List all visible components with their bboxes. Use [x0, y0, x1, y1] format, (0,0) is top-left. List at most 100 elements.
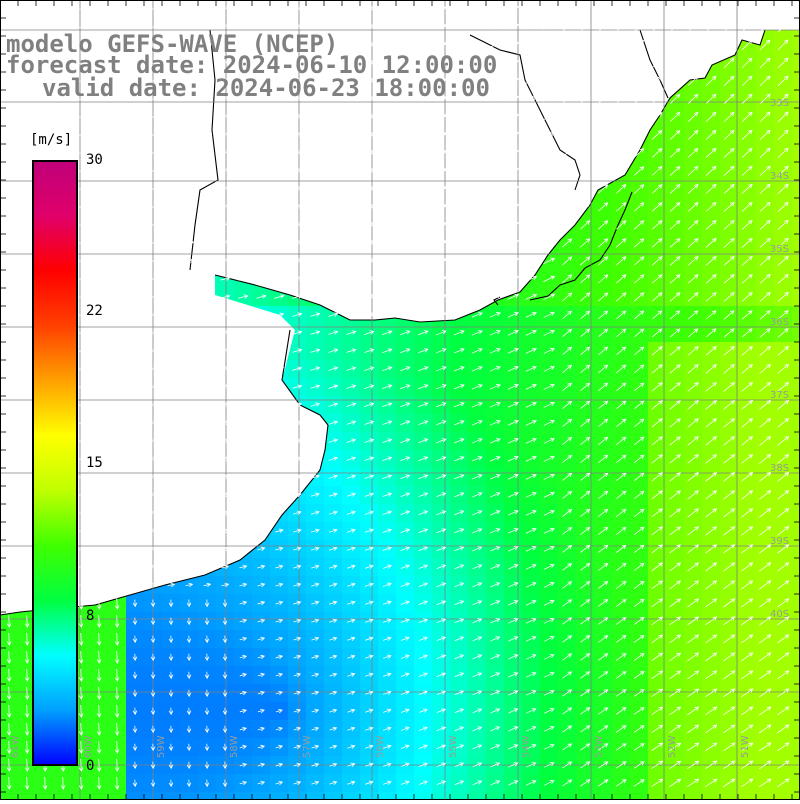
latitude-label: 39S: [770, 536, 789, 547]
wind-arrow: [723, 57, 735, 68]
wind-arrow: [399, 6, 411, 12]
wind-speed-cell: [720, 792, 739, 804]
wind-arrow: [148, 6, 159, 11]
wind-arrow: [616, 130, 627, 140]
wind-speed-cell: [792, 450, 800, 469]
wind-arrow: [94, 114, 105, 120]
wind-speed-cell: [774, 792, 793, 804]
wind-arrow: [58, 6, 68, 12]
wind-arrow: [489, 113, 502, 120]
wind-speed-cell: [792, 648, 800, 667]
wind-arrow: [435, 96, 448, 102]
wind-arrow: [327, 186, 339, 191]
wind-arrow: [327, 132, 339, 137]
wind-arrow: [723, 147, 735, 158]
wind-arrow: [399, 60, 411, 66]
wind-arrow: [220, 24, 231, 29]
wind-speed-cell: [558, 792, 577, 804]
wind-arrow: [292, 78, 303, 83]
wind-arrow: [489, 41, 502, 48]
wind-arrow: [238, 24, 249, 29]
wind-arrow: [741, 57, 753, 69]
wind-arrow: [256, 78, 267, 83]
wind-speed-cell: [738, 792, 757, 804]
wind-arrow: [435, 168, 448, 174]
wind-arrow: [202, 114, 213, 119]
wind-arrow: [381, 114, 393, 120]
wind-arrow: [40, 150, 50, 156]
wind-arrow: [381, 168, 393, 174]
wind-arrow: [309, 96, 321, 101]
latitude-label: 33S: [770, 98, 789, 109]
wind-speed-cell: [414, 792, 433, 804]
colorbar-frame: [32, 160, 78, 766]
wind-arrow: [507, 23, 520, 30]
wind-speed-cell: [792, 504, 800, 523]
wind-arrow: [22, 114, 32, 120]
wind-arrow: [777, 111, 789, 123]
wind-arrow: [5, 96, 14, 102]
wind-arrow: [651, 184, 663, 194]
wind-arrow: [22, 42, 32, 48]
wind-arrow: [166, 132, 177, 137]
colorbar-unit: [m/s]: [30, 132, 73, 148]
wind-arrow: [525, 113, 538, 120]
wind-arrow: [525, 131, 538, 138]
wind-arrow: [471, 59, 484, 66]
wind-arrow: [274, 168, 285, 173]
wind-arrow: [130, 132, 141, 138]
wind-arrow: [507, 149, 520, 156]
wind-arrow: [435, 6, 448, 12]
wind-arrow: [777, 21, 789, 33]
wind-arrow: [363, 114, 375, 120]
wind-arrow: [327, 24, 339, 29]
wind-arrow: [363, 132, 375, 138]
wind-arrow: [256, 42, 267, 47]
wind-arrow: [184, 150, 195, 155]
wind-arrow: [309, 132, 321, 137]
wind-arrow: [363, 78, 375, 84]
wind-arrow: [94, 24, 105, 30]
wind-arrow: [58, 132, 68, 138]
wind-arrow: [327, 96, 339, 101]
wind-arrow: [759, 75, 771, 87]
wind-arrow: [562, 94, 573, 104]
wind-arrow: [616, 148, 627, 158]
wind-arrow: [417, 78, 429, 84]
wind-arrow: [723, 3, 735, 15]
wind-arrow: [598, 76, 609, 86]
wind-arrow: [22, 168, 32, 174]
wind-arrow: [543, 95, 556, 102]
wind-arrow: [417, 186, 429, 192]
latitude-label: 36S: [770, 317, 789, 328]
wind-arrow: [202, 6, 213, 11]
wind-arrow: [58, 96, 68, 102]
wind-arrow: [148, 60, 159, 65]
wind-arrow: [616, 184, 627, 194]
wind-arrow: [471, 131, 484, 138]
wind-arrow: [5, 150, 14, 156]
wind-arrow: [435, 42, 448, 48]
wind-arrow: [202, 96, 213, 101]
wind-arrow: [184, 42, 195, 47]
wind-arrow: [525, 41, 538, 48]
wind-arrow: [598, 166, 609, 176]
wind-arrow: [435, 78, 448, 84]
wind-arrow: [651, 166, 663, 176]
wind-arrow: [471, 23, 484, 30]
wind-arrow: [399, 132, 411, 138]
wind-arrow: [669, 147, 681, 158]
wind-arrow: [94, 42, 105, 48]
wind-arrow: [435, 132, 448, 138]
wind-arrow: [130, 42, 141, 48]
wind-arrow: [471, 113, 484, 120]
wind-speed-cell: [792, 432, 800, 451]
wind-arrow: [130, 24, 141, 30]
wind-arrow: [238, 60, 249, 65]
wind-arrow: [40, 132, 50, 138]
wind-arrow: [741, 39, 753, 51]
wind-arrow: [705, 165, 717, 176]
wind-arrow: [345, 78, 357, 84]
wind-arrow: [184, 168, 195, 173]
wind-arrow: [202, 168, 213, 173]
